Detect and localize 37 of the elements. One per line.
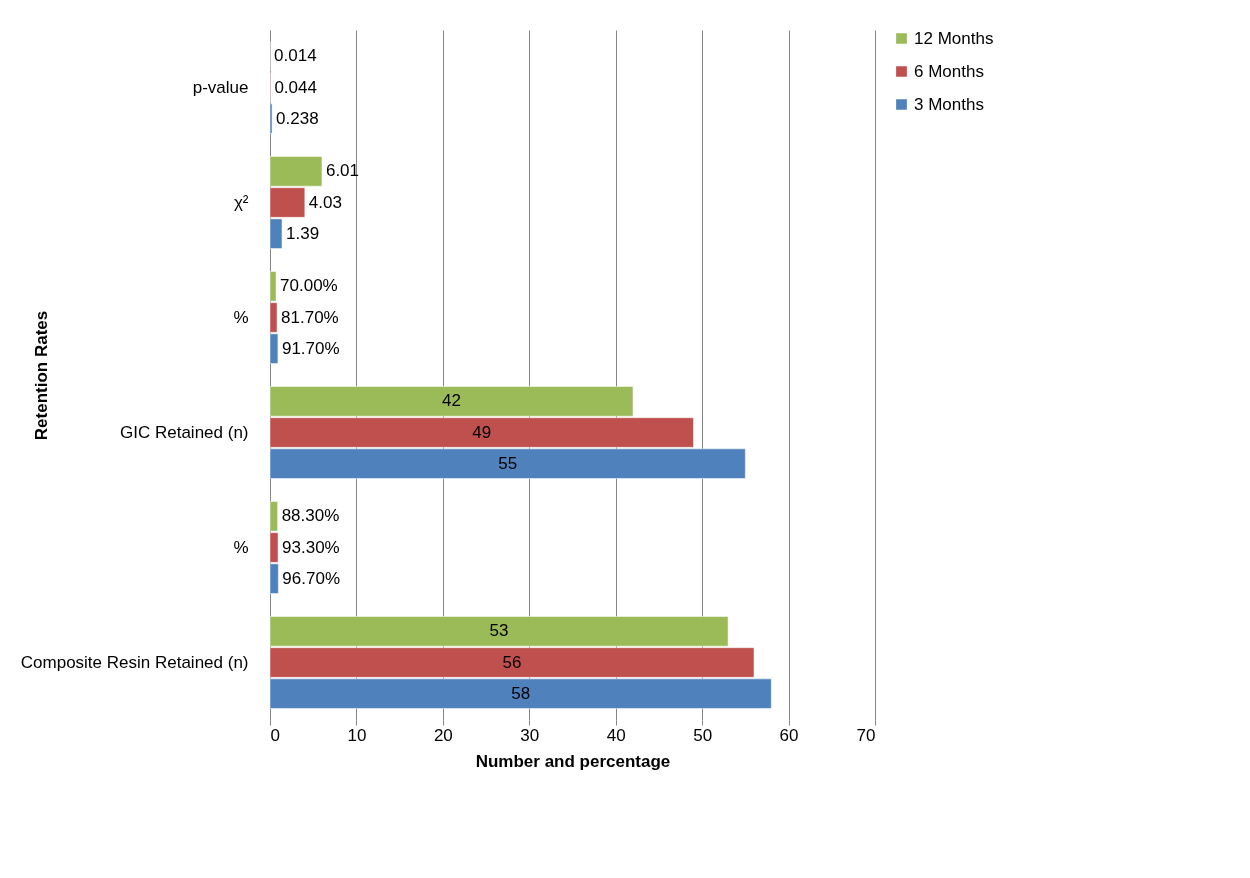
x-tick-label: 70 (856, 725, 876, 745)
data-label: 93.30% (282, 537, 340, 557)
data-label: 42 (442, 391, 461, 411)
data-label: 0.014 (274, 46, 317, 66)
y-tick-label: Composite Resin Retained (n) (20, 652, 249, 672)
legend-label: 3 Months (914, 94, 984, 114)
x-tick-label: 30 (520, 725, 540, 745)
data-label: 0.238 (276, 108, 319, 128)
data-label: 55 (498, 453, 518, 473)
data-label: 56 (502, 652, 522, 672)
data-label: 96.70% (282, 568, 341, 588)
x-tick-label: 50 (693, 725, 713, 745)
data-label: 70.00% (280, 276, 338, 296)
y-tick-label: % (233, 537, 249, 557)
data-label: 0.044 (274, 77, 317, 97)
x-axis-title: Number and percentage (475, 751, 671, 771)
data-label: 88.30% (281, 506, 340, 526)
data-label: 4.03 (308, 192, 342, 212)
x-tick-label: 40 (606, 725, 626, 745)
x-tick-label: 10 (347, 725, 367, 745)
data-label: 58 (511, 683, 531, 703)
x-tick-label: 0 (270, 725, 280, 745)
y-tick-label: % (233, 307, 249, 327)
data-label: 81.70% (281, 307, 339, 327)
y-tick-label: p-value (192, 77, 249, 97)
x-tick-label: 20 (433, 725, 453, 745)
y-axis-title: Retention Rates (31, 310, 51, 441)
data-label: 6.01 (325, 161, 360, 181)
data-label: 1.39 (286, 223, 320, 243)
y-tick-label: GIC Retained (n) (120, 422, 249, 442)
y-tick-label: χ² (233, 192, 249, 212)
data-label: 91.70% (281, 338, 340, 358)
legend-label: 12 Months (914, 28, 994, 48)
x-tick-label: 60 (779, 725, 799, 745)
legend-label: 6 Months (914, 61, 984, 81)
data-label: 49 (472, 422, 492, 442)
data-label: 53 (489, 621, 509, 641)
